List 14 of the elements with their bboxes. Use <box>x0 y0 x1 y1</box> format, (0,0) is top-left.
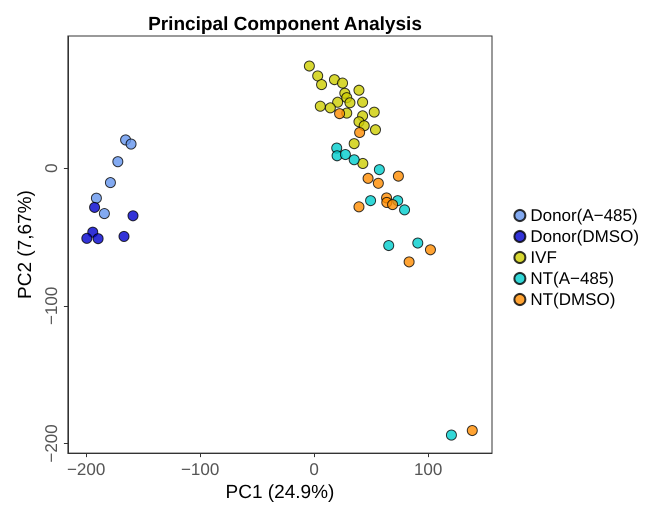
y-tick-label: 0 <box>42 163 61 173</box>
x-axis-title: PC1 (24.9%) <box>226 482 334 503</box>
legend-label: IVF <box>530 248 557 267</box>
legend-label: Donor(DMSO) <box>530 227 639 246</box>
x-tick-label: −100 <box>181 460 220 480</box>
x-tick-label: −200 <box>66 460 106 480</box>
y-tick-label: −100 <box>42 286 61 325</box>
y-axis-title: PC2 (7,67%) <box>15 190 36 299</box>
legend-label: NT(DMSO) <box>530 290 616 309</box>
x-tick-label: 100 <box>414 460 442 480</box>
legend-label: NT(A−485) <box>530 269 614 288</box>
legend-label: Donor(A−485) <box>530 206 638 225</box>
x-tick-label: 0 <box>309 460 319 480</box>
chart-title: Principal Component Analysis <box>148 14 422 35</box>
